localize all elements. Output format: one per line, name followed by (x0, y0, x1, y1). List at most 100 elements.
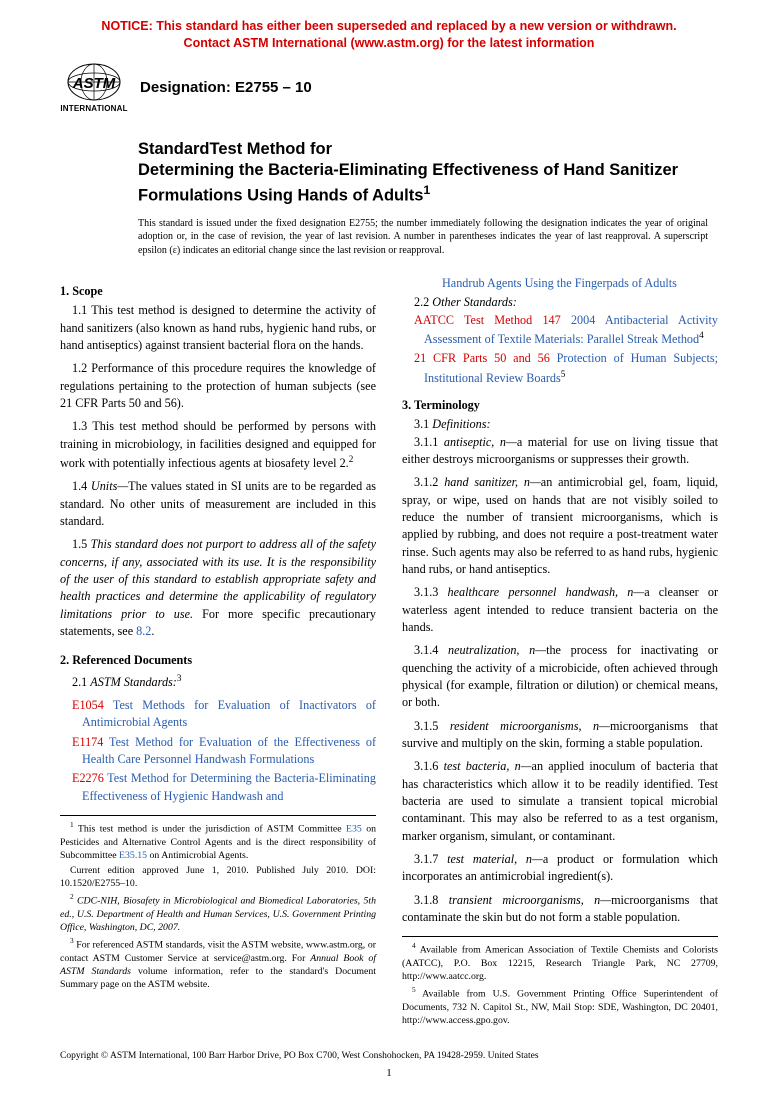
footnotes-right: 4 Available from American Association of… (402, 936, 718, 1027)
title-block: StandardTest Method for Determining the … (138, 139, 718, 207)
refdocs-heading: 2. Referenced Documents (60, 652, 376, 669)
ref-e1054[interactable]: E1054 Test Methods for Evaluation of Ina… (60, 697, 376, 732)
scope-heading: 1. Scope (60, 283, 376, 300)
refdocs-2-2-num: 2.2 (414, 295, 432, 309)
term-3-1-num: 3.1 (414, 417, 432, 431)
d311-term: antiseptic, n— (444, 435, 517, 449)
fn5-text: Available from U.S. Government Printing … (402, 989, 718, 1026)
logo-subtext: INTERNATIONAL (60, 104, 128, 113)
d317-term: test material, n— (447, 852, 543, 866)
fn2-text: CDC-NIH, Biosafety in Microbiological an… (60, 896, 376, 933)
footnote-1d: Current edition approved June 1, 2010. P… (60, 864, 376, 890)
d312-def: an antimicrobial gel, foam, liquid, spra… (402, 475, 718, 576)
issuance-note: This standard is issued under the fixed … (138, 217, 708, 258)
scope-1-4: 1.4 Units—The values stated in SI units … (60, 478, 376, 530)
term-3-1: 3.1 Definitions: (402, 416, 718, 433)
scope-1-2: 1.2 Performance of this procedure requir… (60, 360, 376, 412)
fn1-c: on Antimicrobial Agents. (147, 850, 248, 861)
d318-term: transient microorganisms, n— (449, 893, 611, 907)
d318-num: 3.1.8 (414, 893, 449, 907)
def-transient-micro: 3.1.8 transient microorganisms, n—microo… (402, 892, 718, 927)
title-line-2: Determining the Bacteria-Eliminating Eff… (138, 160, 718, 206)
term-3-1-italic: Definitions: (432, 417, 490, 431)
copyright-line: Copyright © ASTM International, 100 Barr… (60, 1051, 718, 1061)
ref-e2276-cont[interactable]: Handrub Agents Using the Fingerpads of A… (402, 275, 718, 292)
ref-e1174[interactable]: E1174 Test Method for Evaluation of the … (60, 734, 376, 769)
refdocs-2-1: 2.1 ASTM Standards:3 (60, 672, 376, 691)
def-antiseptic: 3.1.1 antiseptic, n—a material for use o… (402, 434, 718, 469)
right-column: Handrub Agents Using the Fingerpads of A… (402, 275, 718, 1029)
refdocs-2-1-num: 2.1 (72, 675, 90, 689)
fn1-link-e3515[interactable]: E35.15 (119, 850, 147, 861)
d315-term: resident microorganisms, n— (450, 719, 610, 733)
astm-globe-icon: ASTM (66, 62, 122, 102)
ref-cfr-code: 21 CFR Parts 50 and 56 (414, 351, 550, 365)
d313-term: healthcare personnel handwash, n— (448, 585, 645, 599)
def-healthcare-handwash: 3.1.3 healthcare personnel handwash, n—a… (402, 584, 718, 636)
two-column-body: 1. Scope 1.1 This test method is designe… (60, 275, 718, 1029)
d312-term: hand sanitizer, n— (444, 475, 541, 489)
title-footnote-ref: 1 (423, 183, 430, 197)
title-line-1: StandardTest Method for (138, 139, 718, 160)
scope-1-3: 1.3 This test method should be performed… (60, 418, 376, 472)
fn1-link-e35[interactable]: E35 (346, 823, 362, 834)
def-test-bacteria: 3.1.6 test bacteria, n—an applied inocul… (402, 758, 718, 845)
scope-1-3-text: 1.3 This test method should be performed… (60, 419, 376, 470)
fn4-text: Available from American Association of T… (402, 945, 718, 982)
refdocs-2-2: 2.2 Other Standards: (402, 294, 718, 311)
d316-num: 3.1.6 (414, 759, 444, 773)
ref-e1174-title: Test Method for Evaluation of the Effect… (82, 735, 376, 766)
scope-1-3-sup: 2 (349, 454, 354, 464)
footnotes-left: 1 This test method is under the jurisdic… (60, 815, 376, 991)
def-neutralization: 3.1.4 neutralization, n—the process for … (402, 642, 718, 711)
svg-text:ASTM: ASTM (72, 75, 116, 92)
refdocs-2-2-italic: Other Standards: (432, 295, 517, 309)
ref-aatcc-sup: 4 (699, 330, 704, 340)
ref-e2276[interactable]: E2276 Test Method for Determining the Ba… (60, 770, 376, 805)
footnote-5: 5 Available from U.S. Government Printin… (402, 985, 718, 1027)
ref-e2276-title-a: Test Method for Determining the Bacteria… (82, 771, 376, 802)
ref-aatcc[interactable]: AATCC Test Method 147 2004 Antibacterial… (402, 312, 718, 349)
notice-line-1: NOTICE: This standard has either been su… (101, 19, 676, 33)
terminology-heading: 3. Terminology (402, 397, 718, 414)
left-column: 1. Scope 1.1 This test method is designe… (60, 275, 376, 1029)
d311-num: 3.1.1 (414, 435, 444, 449)
d313-num: 3.1.3 (414, 585, 448, 599)
scope-1-5-ref[interactable]: 8.2 (136, 624, 151, 638)
def-resident-micro: 3.1.5 resident microorganisms, n—microor… (402, 718, 718, 753)
fn1-a: This test method is under the jurisdicti… (74, 823, 346, 834)
refdocs-2-1-sup: 3 (177, 673, 182, 683)
footnote-1: 1 This test method is under the jurisdic… (60, 820, 376, 862)
d316-term: test bacteria, n— (444, 759, 532, 773)
title-text: Determining the Bacteria-Eliminating Eff… (138, 161, 678, 204)
d314-term: neutralization, n— (448, 643, 546, 657)
def-test-material: 3.1.7 test material, n—a product or form… (402, 851, 718, 886)
ref-aatcc-code: AATCC Test Method 147 (414, 313, 561, 327)
d312-num: 3.1.2 (414, 475, 444, 489)
scope-1-1: 1.1 This test method is designed to dete… (60, 302, 376, 354)
ref-e1054-code: E1054 (72, 698, 104, 712)
scope-1-5-dot: . (151, 624, 154, 638)
scope-1-4-num: 1.4 (72, 479, 91, 493)
notice-banner: NOTICE: This standard has either been su… (60, 18, 718, 52)
notice-line-2: Contact ASTM International (www.astm.org… (184, 36, 595, 50)
d317-num: 3.1.7 (414, 852, 447, 866)
footnote-3: 3 For referenced ASTM standards, visit t… (60, 936, 376, 991)
astm-logo: ASTM INTERNATIONAL (60, 62, 128, 113)
ref-e1054-title: Test Methods for Evaluation of Inactivat… (82, 698, 376, 729)
ref-cfr[interactable]: 21 CFR Parts 50 and 56 Protection of Hum… (402, 350, 718, 387)
ref-e2276-code: E2276 (72, 771, 104, 785)
d315-num: 3.1.5 (414, 719, 450, 733)
document-page: NOTICE: This standard has either been su… (0, 0, 778, 1109)
header-row: ASTM INTERNATIONAL Designation: E2755 – … (60, 62, 718, 113)
scope-1-5-num: 1.5 (72, 537, 91, 551)
scope-1-4-unit: Units— (91, 479, 128, 493)
d314-num: 3.1.4 (414, 643, 448, 657)
def-hand-sanitizer: 3.1.2 hand sanitizer, n—an antimicrobial… (402, 474, 718, 578)
ref-cfr-sup: 5 (561, 369, 566, 379)
footnote-2: 2 CDC-NIH, Biosafety in Microbiological … (60, 892, 376, 934)
designation-label: Designation: E2755 – 10 (140, 79, 312, 96)
ref-e1174-code: E1174 (72, 735, 103, 749)
footnote-4: 4 Available from American Association of… (402, 941, 718, 983)
refdocs-2-1-italic: ASTM Standards: (90, 675, 177, 689)
